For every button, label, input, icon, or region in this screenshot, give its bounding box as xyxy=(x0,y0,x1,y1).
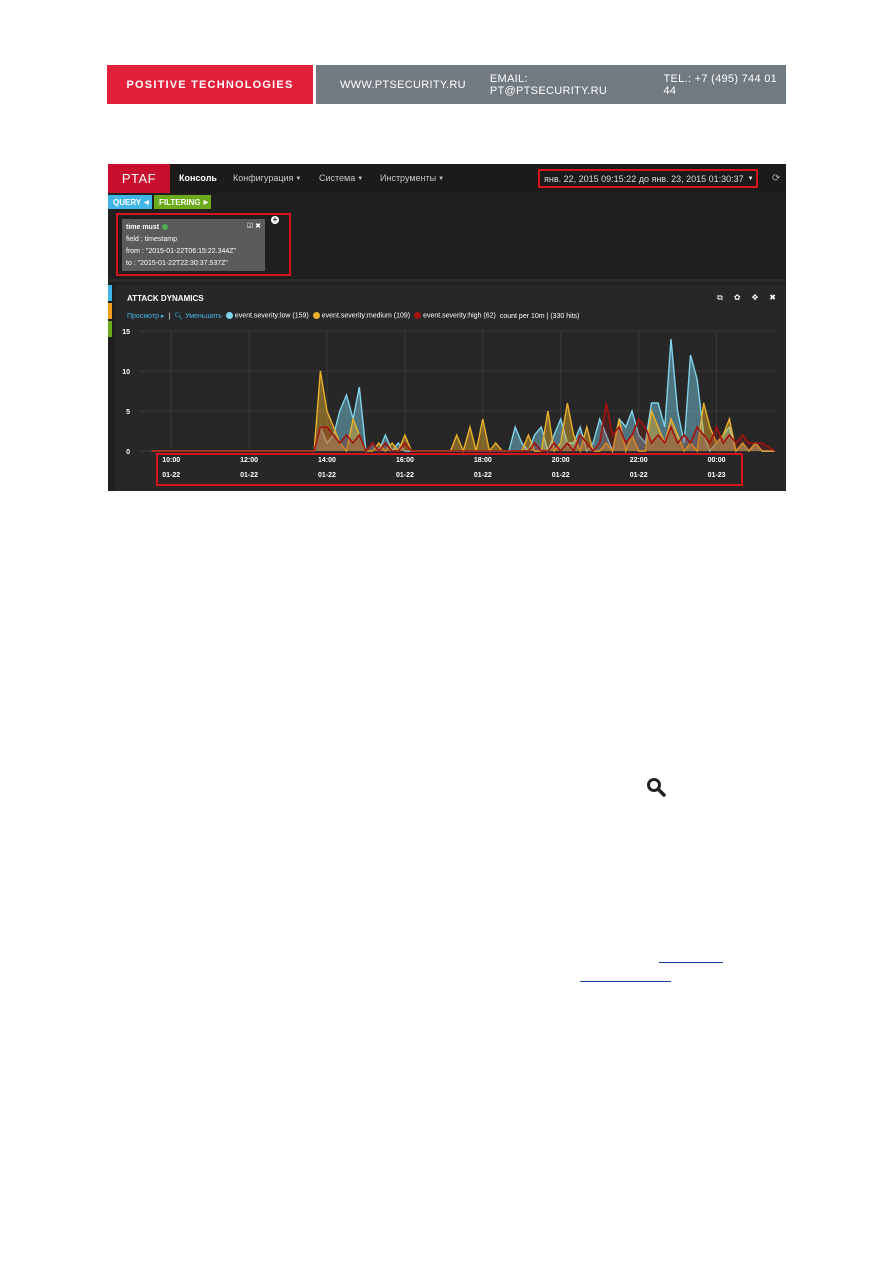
hyperlink-underline[interactable] xyxy=(580,981,671,982)
filter-title: time must xyxy=(126,224,169,231)
x-tick-date: 01-22 xyxy=(552,472,570,479)
nav-configuration[interactable]: Конфигурация ▼ xyxy=(233,173,301,183)
legend-series-high[interactable]: event.severity:high (62) xyxy=(414,312,496,320)
caret-right-icon: ▶ xyxy=(203,199,209,206)
legend-separator: | xyxy=(168,312,171,320)
panel-title: ATTACK DYNAMICS xyxy=(127,294,204,303)
x-axis-highlight xyxy=(156,453,743,486)
y-tick-label: 15 xyxy=(122,329,130,336)
nav-console[interactable]: Консоль xyxy=(179,173,217,183)
gear-icon[interactable]: ✿ xyxy=(733,293,741,302)
x-tick-date: 01-23 xyxy=(708,472,726,479)
attack-dynamics-panel: ATTACK DYNAMICS ⧉ ✿ ✥ ✖ Просмотр ▸ | 🔍︎ … xyxy=(115,285,786,491)
legend-series-low[interactable]: event.severity:low (159) xyxy=(225,312,309,320)
zoom-out-link[interactable]: 🔍︎ Уменьшить xyxy=(174,313,222,320)
nav-configuration-label: Конфигурация xyxy=(233,173,294,183)
legend-series-medium[interactable]: event.severity:medium (109) xyxy=(312,312,410,320)
status-dot-icon xyxy=(162,224,169,231)
side-tab-blue[interactable] xyxy=(108,285,112,301)
edit-icon[interactable]: ☑ xyxy=(246,223,254,230)
y-tick-label: 10 xyxy=(122,369,130,376)
y-tick-label: 0 xyxy=(126,449,130,456)
attack-dynamics-chart[interactable]: 15 10 5 0 10:00 01-22 12:00 01-22 14:00 01-22 16:0… xyxy=(115,285,786,491)
divider xyxy=(108,279,786,282)
x-tick-date: 01-22 xyxy=(318,472,336,479)
query-tab-label: QUERY xyxy=(113,197,142,207)
email-link[interactable]: EMAIL: PT@PTSECURITY.RU xyxy=(489,72,608,97)
add-filter-icon[interactable]: + xyxy=(271,215,279,224)
time-range-text: янв. 22, 2015 09:15:22 до янв. 23, 2015 … xyxy=(544,173,744,184)
close-icon[interactable]: ✖ xyxy=(255,223,261,230)
x-tick-time: 14:00 xyxy=(318,457,336,464)
refresh-icon[interactable]: ⟳ xyxy=(772,173,781,184)
move-icon[interactable]: ✥ xyxy=(751,293,759,302)
count-label: count per 10m | (330 hits) xyxy=(499,312,580,320)
header-banner: POSITIVE TECHNOLOGIES WWW.PTSECURITY.RU … xyxy=(107,65,786,104)
x-tick-date: 01-22 xyxy=(162,472,180,479)
filter-from: from : "2015-01-22T06:15:22.344Z" xyxy=(126,248,237,255)
view-link[interactable]: Просмотр ▸ xyxy=(127,313,165,320)
filter-card-actions: ☑ ✖ xyxy=(247,222,261,230)
legend-dot-icon xyxy=(414,312,422,320)
x-tick-time: 18:00 xyxy=(474,457,492,464)
x-tick-date: 01-22 xyxy=(630,472,648,479)
hyperlink-underline[interactable] xyxy=(659,962,723,963)
nav-tools[interactable]: Инструменты ▼ xyxy=(380,173,444,183)
top-navbar: PTAF Консоль Конфигурация ▼ Система ▼ Инст… xyxy=(108,164,786,193)
zoom-out-icon: 🔍︎ xyxy=(174,313,184,320)
filter-to: to : "2015-01-22T22:30:37.537Z" xyxy=(126,260,228,267)
nav-system-label: Система xyxy=(319,173,356,183)
side-tab-green[interactable] xyxy=(108,321,112,337)
legend-dot-icon xyxy=(312,312,320,320)
banner-divider xyxy=(313,65,316,104)
legend-dot-icon xyxy=(225,312,233,320)
filtering-tab-label: FILTERING xyxy=(159,197,201,207)
x-tick-date: 01-22 xyxy=(474,472,492,479)
y-tick-label: 5 xyxy=(126,409,130,416)
x-tick-date: 01-22 xyxy=(396,472,414,479)
close-icon[interactable]: ✖ xyxy=(769,293,776,302)
nav-tools-label: Инструменты xyxy=(380,173,437,183)
caret-down-icon: ▼ xyxy=(357,175,364,182)
caret-left-icon: ◀ xyxy=(144,199,149,206)
x-tick-date: 01-22 xyxy=(240,472,258,479)
caret-down-icon: ▼ xyxy=(747,175,754,182)
filter-card: time must field : timestamp from : "2015… xyxy=(122,219,265,271)
website-link[interactable]: WWW.PTSECURITY.RU xyxy=(340,78,466,91)
caret-down-icon: ▼ xyxy=(295,175,302,182)
x-tick-time: 16:00 xyxy=(396,457,414,464)
series-area-2 xyxy=(151,403,775,451)
query-tab[interactable]: QUERY ◀ xyxy=(108,195,152,209)
x-tick-time: 12:00 xyxy=(240,457,258,464)
panel-actions: ⧉ ✿ ✥ ✖ xyxy=(717,293,776,303)
ptaf-screenshot: PTAF Консоль Конфигурация ▼ Система ▼ Инст… xyxy=(108,164,786,491)
copy-icon[interactable]: ⧉ xyxy=(717,293,723,302)
contact-bar: WWW.PTSECURITY.RU EMAIL: PT@PTSECURITY.R… xyxy=(316,65,786,104)
series-area-1 xyxy=(151,371,775,451)
series-area-0 xyxy=(151,339,775,451)
x-tick-time: 20:00 xyxy=(552,457,570,464)
filter-field: field : timestamp xyxy=(126,236,177,243)
chart-legend: Просмотр ▸ | 🔍︎ Уменьшить event.severity… xyxy=(127,312,580,320)
time-range-picker[interactable]: янв. 22, 2015 09:15:22 до янв. 23, 2015 … xyxy=(538,169,758,188)
filter-highlight: time must field : timestamp from : "2015… xyxy=(116,213,291,276)
company-name: POSITIVE TECHNOLOGIES xyxy=(107,65,313,104)
x-tick-time: 00:00 xyxy=(708,457,726,464)
side-tab-orange[interactable] xyxy=(108,303,112,319)
series-line-2 xyxy=(151,402,776,453)
nav-system[interactable]: Система ▼ xyxy=(319,173,363,183)
phone-number: TEL.: +7 (495) 744 01 44 xyxy=(663,72,778,97)
search-icon xyxy=(647,778,666,797)
caret-down-icon: ▼ xyxy=(438,175,445,182)
brand-logo[interactable]: PTAF xyxy=(108,164,170,193)
x-tick-time: 10:00 xyxy=(162,457,180,464)
filtering-tab[interactable]: FILTERING ▶ xyxy=(154,195,211,209)
x-tick-time: 22:00 xyxy=(630,457,648,464)
